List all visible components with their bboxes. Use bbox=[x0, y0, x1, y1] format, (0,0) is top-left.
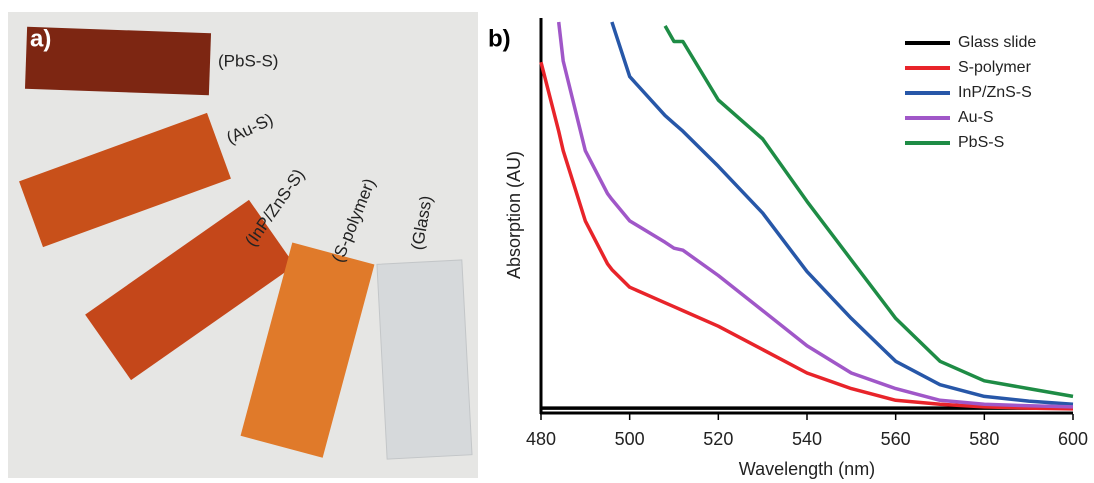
sample-label: (PbS-S) bbox=[218, 51, 278, 70]
legend-label: Glass slide bbox=[958, 34, 1036, 51]
x-tick-label: 520 bbox=[703, 429, 733, 449]
slide bbox=[376, 259, 473, 460]
legend-label: InP/ZnS-S bbox=[958, 84, 1032, 101]
legend-label: S-polymer bbox=[958, 59, 1032, 76]
slide bbox=[24, 26, 212, 96]
series-line bbox=[556, 21, 1074, 409]
x-tick-label: 540 bbox=[792, 429, 822, 449]
x-tick-label: 600 bbox=[1058, 429, 1088, 449]
panel-label: a) bbox=[30, 25, 51, 52]
photo: a) (PbS-S) (Au-S) (InP/ZnS-S) (S-polymer… bbox=[8, 12, 478, 478]
chart: b) Wavelength (nm) Absorption (AU) 480 50… bbox=[488, 18, 1088, 479]
x-tick-label: 480 bbox=[526, 429, 556, 449]
panel-label: b) bbox=[488, 25, 511, 52]
slide bbox=[85, 199, 295, 381]
slide bbox=[19, 112, 231, 248]
x-tick-label: 560 bbox=[881, 429, 911, 449]
series-line bbox=[663, 25, 1074, 399]
series-line bbox=[610, 21, 1074, 406]
x-axis-label: Wavelength (nm) bbox=[739, 459, 875, 479]
slide bbox=[240, 242, 375, 458]
series-line bbox=[539, 61, 1074, 411]
x-tick-label: 500 bbox=[615, 429, 645, 449]
y-axis-label: Absorption (AU) bbox=[504, 151, 524, 279]
legend-label: Au-S bbox=[958, 109, 994, 126]
legend-label: PbS-S bbox=[958, 134, 1004, 151]
x-tick-label: 580 bbox=[969, 429, 999, 449]
